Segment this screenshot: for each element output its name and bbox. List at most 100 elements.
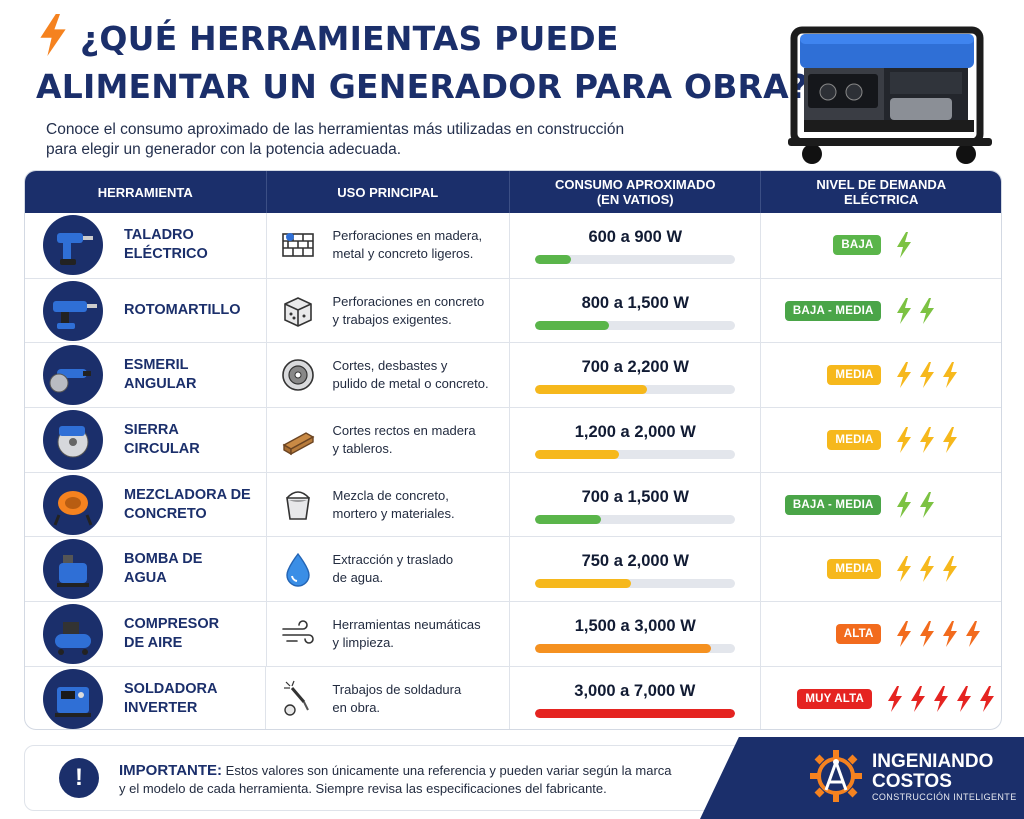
level-badge: BAJA - MEDIA bbox=[784, 300, 882, 321]
consumption-cell: 600 a 900 W bbox=[510, 213, 762, 278]
tool-name: BOMBA DE AGUA bbox=[124, 551, 203, 587]
table-row: ROTOMARTILLO Perforaciones en concreto y… bbox=[25, 277, 1001, 343]
tool-name: SIERRA CIRCULAR bbox=[124, 421, 200, 457]
level-badge: MUY ALTA bbox=[797, 688, 872, 709]
use-text: Perforaciones en concreto y trabajos exi… bbox=[332, 293, 485, 327]
consumption-value: 1,500 a 3,000 W bbox=[574, 616, 696, 635]
rotary-hammer-icon bbox=[43, 280, 103, 341]
table-row: TALADRO ELÉCTRICO Perforaciones en mader… bbox=[25, 213, 1001, 278]
use-text: Cortes, desbastes y pulido de metal o co… bbox=[332, 358, 489, 392]
lightning-bolt-icon bbox=[911, 685, 925, 712]
demand-bolts bbox=[895, 362, 964, 389]
inverter-welder-icon bbox=[43, 668, 103, 729]
circular-saw-icon bbox=[43, 409, 103, 470]
brick-wall-icon bbox=[281, 233, 314, 258]
consumption-cell: 3,000 a 7,000 W bbox=[510, 666, 761, 729]
lightning-bolt-icon bbox=[897, 491, 912, 518]
use-text: Perforaciones en madera, metal y concret… bbox=[332, 228, 483, 262]
lightning-bolt-icon bbox=[920, 556, 935, 583]
consumption-bar-fill bbox=[534, 708, 735, 718]
lightning-bolt-icon bbox=[957, 685, 971, 712]
lightning-bolt-icon bbox=[897, 297, 912, 324]
lightning-bolt-icon bbox=[897, 426, 912, 453]
demand-bolts bbox=[895, 232, 918, 259]
consumption-cell: 800 a 1,500 W bbox=[510, 278, 762, 343]
drill-icon bbox=[43, 215, 103, 276]
level-badge: BAJA - MEDIA bbox=[784, 494, 882, 515]
tool-name: ESMERIL ANGULAR bbox=[124, 357, 197, 393]
level-badge: MEDIA bbox=[827, 429, 882, 450]
table-row: MEZCLADORA DE CONCRETO Mezcla de concret… bbox=[25, 471, 1001, 537]
gear-compass-logo-icon bbox=[810, 750, 862, 802]
lightning-bolt-icon bbox=[40, 14, 66, 56]
use-text: Cortes rectos en madera y tableros. bbox=[332, 422, 476, 456]
consumption-bar bbox=[534, 708, 735, 718]
table-row: SOLDADORA INVERTER Trabajos de soldadura… bbox=[25, 665, 1001, 729]
use-cell: Herramientas neumáticas y limpieza. bbox=[267, 602, 510, 666]
header-level: NIVEL DE DEMANDA ELÉCTRICA bbox=[816, 177, 947, 207]
demand-bolts bbox=[895, 556, 964, 583]
brand-name: INGENIANDO COSTOS bbox=[872, 751, 994, 792]
consumption-bar-fill bbox=[535, 449, 620, 459]
brand-tagline: CONSTRUCCIÓN INTELIGENTE bbox=[872, 792, 1017, 802]
table-body: TALADRO ELÉCTRICO Perforaciones en mader… bbox=[25, 213, 1001, 729]
demand-bolts bbox=[895, 491, 941, 518]
water-drop-icon bbox=[285, 553, 310, 587]
lightning-bolt-icon bbox=[897, 556, 912, 583]
air-compressor-icon bbox=[43, 603, 103, 664]
level-cell: ALTA bbox=[761, 602, 1001, 666]
lightning-bolt-icon bbox=[897, 232, 912, 259]
consumption-value: 700 a 1,500 W bbox=[581, 487, 689, 506]
consumption-bar bbox=[535, 514, 736, 524]
demand-bolts bbox=[886, 685, 1001, 712]
lightning-bolt-icon bbox=[920, 297, 935, 324]
grinding-disc-icon bbox=[281, 359, 314, 392]
lightning-bolt-icon bbox=[943, 362, 958, 389]
tool-cell: ROTOMARTILLO bbox=[25, 278, 267, 343]
lightning-bolt-icon bbox=[897, 362, 912, 389]
use-cell: Cortes, desbastes y pulido de metal o co… bbox=[267, 343, 510, 408]
title-line-1: ¿QUÉ HERRAMIENTAS PUEDE bbox=[80, 19, 619, 58]
table-row: SIERRA CIRCULAR Cortes rectos en madera … bbox=[25, 407, 1001, 472]
tool-name: SOLDADORA INVERTER bbox=[124, 680, 218, 716]
consumption-cell: 700 a 2,200 W bbox=[510, 343, 762, 408]
tools-table: HERRAMIENTA USO PRINCIPAL CONSUMO APROXI… bbox=[24, 170, 1002, 730]
exclamation-icon: ! bbox=[59, 758, 99, 798]
lightning-bolt-icon bbox=[943, 620, 958, 647]
lightning-bolt-icon bbox=[943, 556, 958, 583]
level-cell: MUY ALTA bbox=[761, 667, 1001, 729]
tool-cell: SIERRA CIRCULAR bbox=[25, 408, 267, 472]
lightning-bolt-icon bbox=[966, 620, 981, 647]
water-pump-icon bbox=[43, 539, 103, 600]
use-text: Mezcla de concreto, mortero y materiales… bbox=[332, 487, 455, 521]
use-cell: Cortes rectos en madera y tableros. bbox=[267, 408, 510, 472]
level-cell: BAJA bbox=[761, 213, 1001, 278]
lightning-bolt-icon bbox=[920, 426, 935, 453]
consumption-bar bbox=[535, 385, 736, 395]
consumption-value: 750 a 2,000 W bbox=[581, 552, 689, 571]
tool-cell: TALADRO ELÉCTRICO bbox=[25, 213, 267, 278]
consumption-bar-fill bbox=[535, 320, 610, 330]
demand-bolts bbox=[895, 426, 964, 453]
lightning-bolt-icon bbox=[888, 685, 902, 712]
air-flow-icon bbox=[281, 620, 314, 644]
lightning-bolt-icon bbox=[943, 426, 958, 453]
tool-name: COMPRESOR DE AIRE bbox=[124, 615, 220, 651]
table-row: ESMERIL ANGULAR Cortes, desbastes y puli… bbox=[25, 342, 1001, 408]
consumption-value: 700 a 2,200 W bbox=[581, 358, 689, 377]
concrete-block-icon bbox=[283, 296, 312, 327]
tool-cell: ESMERIL ANGULAR bbox=[25, 343, 267, 408]
note-text-2: y el modelo de cada herramienta. Siempre… bbox=[119, 781, 607, 796]
page-title: ¿QUÉ HERRAMIENTAS PUEDE ALIMENTAR UN GEN… bbox=[36, 14, 808, 111]
demand-bolts bbox=[895, 297, 941, 324]
level-cell: MEDIA bbox=[761, 343, 1001, 407]
bucket-icon bbox=[285, 490, 310, 520]
consumption-cell: 750 a 2,000 W bbox=[510, 537, 762, 602]
use-text: Trabajos de soldadura en obra. bbox=[332, 681, 462, 715]
tool-cell: SOLDADORA INVERTER bbox=[25, 666, 267, 729]
header-consumption: CONSUMO APROXIMADO (EN VATIOS) bbox=[510, 171, 762, 213]
note-text-1: Estos valores son únicamente una referen… bbox=[222, 763, 672, 778]
lightning-bolt-icon bbox=[980, 685, 994, 712]
level-cell: MEDIA bbox=[761, 408, 1001, 472]
header-use: USO PRINCIPAL bbox=[267, 171, 510, 213]
